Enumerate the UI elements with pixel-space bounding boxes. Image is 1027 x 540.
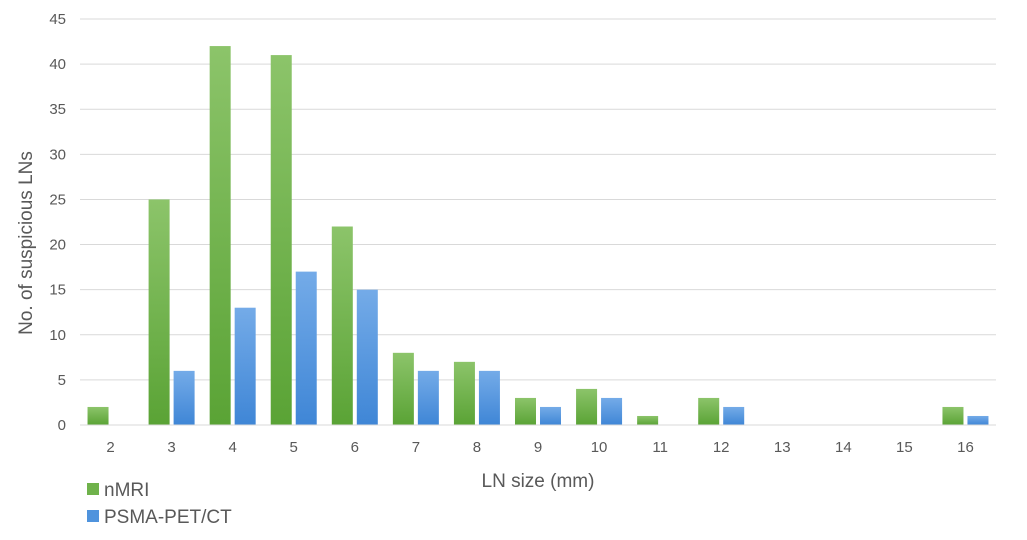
x-tick-label: 2 [106,439,114,456]
x-tick-labels: 2 3 4 5 6 7 8 9 10 11 12 13 14 15 16 [106,439,973,456]
bar-nmri-8 [453,361,475,425]
bar-nmri-9 [515,397,536,425]
bar-psma-pet-ct-12 [723,406,745,425]
bar-psma-pet-ct-4 [234,307,256,425]
x-tick-label: 3 [167,439,175,456]
bar-psma-pet-ct-5 [295,271,317,425]
bar-psma-pet-ct-6 [356,289,378,425]
bar-nmri-2 [87,406,109,425]
x-tick-label: 15 [896,439,913,456]
bar-psma-pet-ct-3 [173,370,195,425]
y-tick-label: 25 [49,191,66,208]
y-tick-label: 35 [49,101,66,118]
legend-swatch [87,510,99,522]
legend: nMRI PSMA-PET/CT [87,480,232,528]
bar-psma-pet-ct-8 [478,370,500,425]
x-axis-title: LN size (mm) [482,471,595,492]
y-axis-title: No. of suspicious LNs [16,151,37,335]
y-tick-label: 5 [58,372,66,389]
bar-psma-pet-ct-16 [967,415,989,425]
bar-nmri-16 [942,406,964,425]
bar-psma-pet-ct-10 [601,397,623,425]
bar-nmri-6 [331,226,353,425]
x-tick-label: 5 [290,439,298,456]
x-tick-label: 4 [228,439,236,456]
gridlines [80,18,996,381]
legend-label: nMRI [104,480,149,501]
y-tick-label: 15 [49,282,66,299]
x-tick-label: 14 [835,439,852,456]
bar-nmri-3 [148,199,170,425]
bar-nmri-12 [698,397,720,425]
y-tick-label: 30 [49,146,66,163]
x-tick-label: 6 [351,439,359,456]
bar-nmri-5 [270,55,292,425]
y-tick-labels: 0 5 10 15 20 25 30 35 40 45 [49,11,66,434]
bars [87,46,989,426]
x-tick-label: 7 [412,439,420,456]
bar-psma-pet-ct-7 [417,370,439,425]
bar-nmri-7 [392,352,414,425]
x-tick-label: 13 [774,439,791,456]
legend-swatch [87,483,99,495]
x-tick-label: 9 [534,439,542,456]
y-tick-label: 45 [49,11,66,28]
x-tick-label: 16 [957,439,974,456]
x-tick-label: 8 [473,439,481,456]
x-tick-label: 12 [713,439,730,456]
y-tick-label: 40 [49,56,66,73]
y-tick-label: 20 [49,237,66,254]
bar-psma-pet-ct-9 [540,406,561,425]
y-tick-label: 0 [58,417,66,434]
y-tick-label: 10 [49,327,66,344]
bar-nmri-11 [637,415,659,425]
x-tick-label: 11 [652,439,668,456]
bar-nmri-10 [576,388,598,425]
bar-nmri-4 [209,46,231,426]
x-tick-label: 10 [591,439,608,456]
legend-label: PSMA-PET/CT [104,507,232,528]
